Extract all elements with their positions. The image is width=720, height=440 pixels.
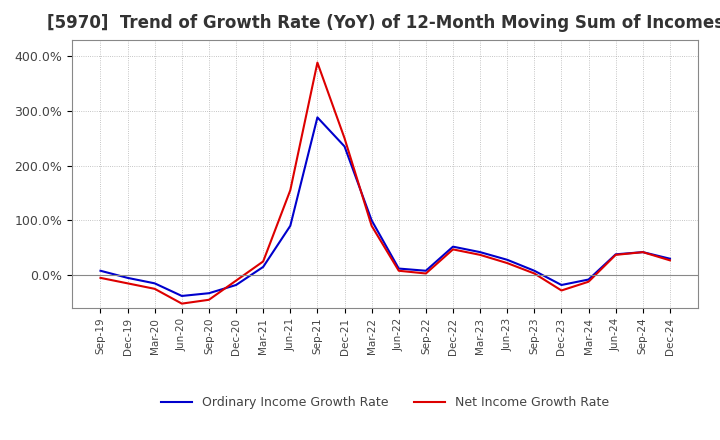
Net Income Growth Rate: [367, 223, 376, 228]
Ordinary Income Growth Rate: [449, 244, 457, 249]
Line: Net Income Growth Rate: Net Income Growth Rate: [101, 62, 670, 304]
Net Income Growth Rate: [341, 136, 349, 141]
Ordinary Income Growth Rate: [503, 257, 511, 262]
Ordinary Income Growth Rate: [557, 282, 566, 288]
Net Income Growth Rate: [449, 247, 457, 252]
Line: Ordinary Income Growth Rate: Ordinary Income Growth Rate: [101, 117, 670, 296]
Net Income Growth Rate: [232, 278, 240, 283]
Net Income Growth Rate: [611, 252, 620, 257]
Net Income Growth Rate: [476, 252, 485, 257]
Net Income Growth Rate: [503, 260, 511, 266]
Legend: Ordinary Income Growth Rate, Net Income Growth Rate: Ordinary Income Growth Rate, Net Income …: [156, 392, 614, 414]
Net Income Growth Rate: [530, 271, 539, 276]
Net Income Growth Rate: [123, 281, 132, 286]
Ordinary Income Growth Rate: [96, 268, 105, 273]
Ordinary Income Growth Rate: [178, 293, 186, 299]
Ordinary Income Growth Rate: [313, 115, 322, 120]
Ordinary Income Growth Rate: [395, 266, 403, 271]
Ordinary Income Growth Rate: [341, 144, 349, 149]
Ordinary Income Growth Rate: [611, 252, 620, 257]
Ordinary Income Growth Rate: [204, 290, 213, 296]
Net Income Growth Rate: [96, 275, 105, 281]
Ordinary Income Growth Rate: [259, 264, 268, 270]
Net Income Growth Rate: [665, 258, 674, 263]
Net Income Growth Rate: [557, 288, 566, 293]
Net Income Growth Rate: [395, 268, 403, 273]
Ordinary Income Growth Rate: [584, 277, 593, 282]
Net Income Growth Rate: [286, 187, 294, 193]
Net Income Growth Rate: [421, 271, 430, 276]
Ordinary Income Growth Rate: [286, 223, 294, 228]
Net Income Growth Rate: [178, 301, 186, 306]
Net Income Growth Rate: [584, 279, 593, 284]
Ordinary Income Growth Rate: [530, 268, 539, 273]
Ordinary Income Growth Rate: [639, 249, 647, 255]
Ordinary Income Growth Rate: [665, 256, 674, 261]
Ordinary Income Growth Rate: [367, 218, 376, 223]
Ordinary Income Growth Rate: [232, 282, 240, 288]
Net Income Growth Rate: [313, 60, 322, 65]
Net Income Growth Rate: [259, 259, 268, 264]
Title: [5970]  Trend of Growth Rate (YoY) of 12-Month Moving Sum of Incomes: [5970] Trend of Growth Rate (YoY) of 12-…: [47, 15, 720, 33]
Ordinary Income Growth Rate: [150, 281, 159, 286]
Net Income Growth Rate: [204, 297, 213, 302]
Net Income Growth Rate: [639, 249, 647, 255]
Net Income Growth Rate: [150, 286, 159, 291]
Ordinary Income Growth Rate: [476, 249, 485, 255]
Ordinary Income Growth Rate: [123, 275, 132, 281]
Ordinary Income Growth Rate: [421, 268, 430, 273]
